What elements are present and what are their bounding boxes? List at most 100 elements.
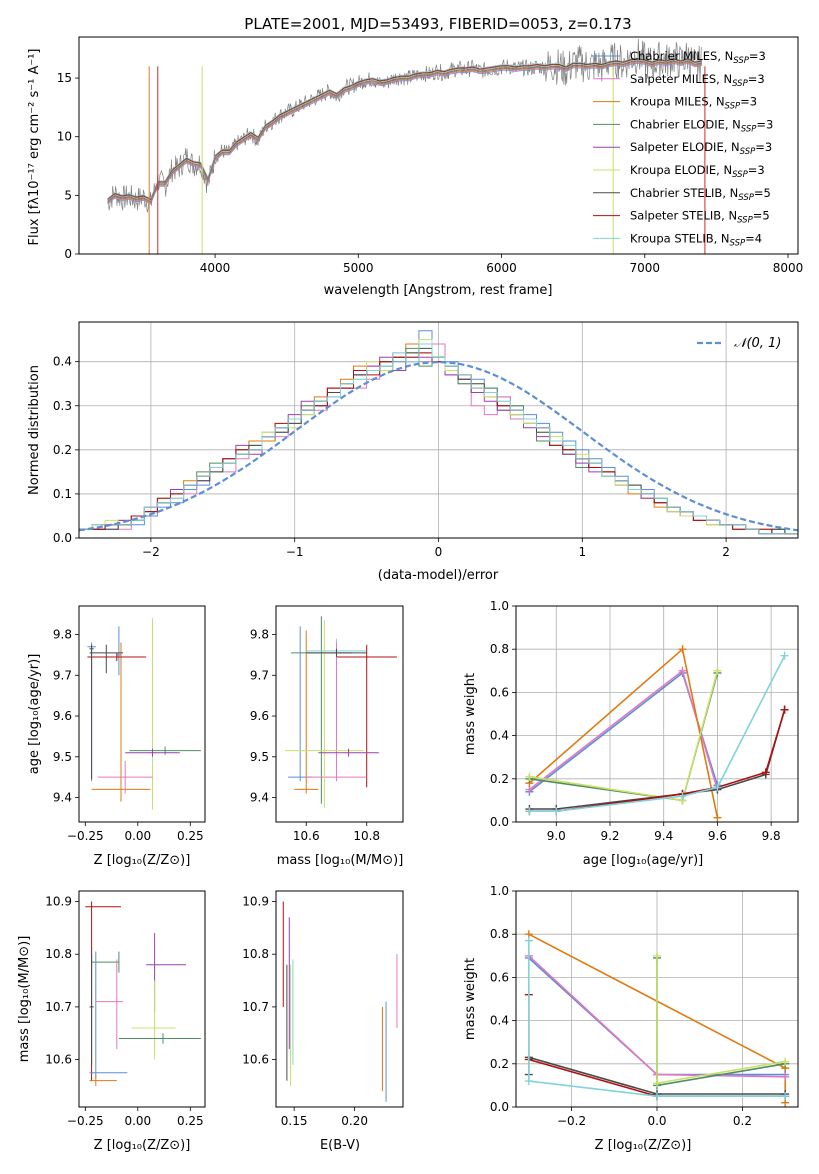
mass-age-ytick-label: 9.4 [250,791,269,805]
spectrum-ytick-label: 0 [64,247,72,261]
age-weight-series [525,645,789,822]
z-weight-ytick-label: 0.2 [490,1057,509,1071]
spectrum-ytick-label: 15 [57,71,72,85]
z-age-xtick-label: −0.25 [67,829,104,843]
residual-ytick-label: 0.4 [53,355,72,369]
residual-xtick-label: −1 [286,545,304,559]
weight-line [529,655,786,812]
age-weight-xtick-label: 9.6 [708,829,727,843]
spectrum-panel: PLATE=2001, MJD=53493, FIBERID=0053, z=0… [27,15,803,298]
legend-label: Kroupa ELODIE, NSSP=3 [630,163,765,180]
age-weight-xtick-label: 9.2 [600,829,619,843]
mass-age-ytick-label: 9.6 [250,709,269,723]
residual-plot-area: −2 −1 0 1 2 0.0 0.1 0.2 0.3 0.4 [53,321,799,559]
age-weight-ytick-label: 1.0 [490,599,509,613]
residual-histogram [79,343,798,535]
z-mass-ylabel: mass [log₁₀(M/M⊙)] [17,936,32,1063]
z-age-panel: −0.25 0.00 0.25 9.4 9.5 9.6 9.7 9.8 Z [log₁₀(Z/… [27,605,206,868]
z-weight-plot-area: −0.2 0.0 0.2 0.0 0.2 0.4 0.6 0.8 1.0 [490,884,799,1128]
z-weight-ytick-label: 0.0 [490,1100,509,1114]
weight-marker [524,936,533,945]
z-weight-series [524,930,790,1107]
z-mass-ytick-label: 10.6 [45,1053,72,1067]
z-mass-plot-area: −0.25 0.00 0.25 10.6 10.7 10.8 10.9 [45,890,206,1128]
spectrum-plot-area: 4000 5000 6000 7000 8000 0 5 10 15 [57,36,803,275]
ebv-mass-ytick-label: 10.9 [242,895,269,909]
age-weight-ytick-label: 0.4 [490,729,509,743]
spectrum-curves [107,38,706,254]
normal-legend-label: 𝒩(0, 1) [734,336,781,351]
z-age-points [87,618,201,810]
residual-ytick-label: 0.2 [53,443,72,457]
weight-marker [678,792,687,801]
residual-panel: −2 −1 0 1 2 0.0 0.1 0.2 0.3 0.4 (data-model)/erro… [27,321,799,583]
z-weight-ytick-label: 1.0 [490,884,509,898]
z-age-xlabel: Z [log₁₀(Z/Z⊙)] [94,853,191,868]
residual-xtick-label: 0 [435,545,443,559]
residual-ytick-label: 0.1 [53,487,72,501]
z-mass-panel: −0.25 0.00 0.25 10.6 10.7 10.8 10.9 Z [log₁₀(Z… [17,890,206,1153]
weight-marker [780,705,789,714]
spectrum-xtick-label: 4000 [200,261,231,275]
z-mass-ytick-label: 10.7 [45,1000,72,1014]
age-weight-plot-area: 9.0 9.2 9.4 9.6 9.8 0.0 0.2 0.4 0.6 0.8 1.0 [490,599,799,843]
z-mass-ytick-label: 10.8 [45,947,72,961]
z-age-ylabel: age [log₁₀(age/yr)] [27,654,42,775]
legend-label: Salpeter MILES, NSSP=3 [630,72,765,89]
residual-xtick-label: 1 [578,545,586,559]
z-mass-xtick-label: 0.25 [177,1114,204,1128]
age-weight-ytick-label: 0.6 [490,685,509,699]
spectrum-ylabel: Flux [fλ10⁻¹⁷ erg cm⁻² s⁻¹ A⁻¹] [27,49,42,246]
age-weight-xtick-label: 9.4 [654,829,673,843]
ebv-mass-plot-area: 0.15 0.20 10.6 10.7 10.8 10.9 [242,890,404,1128]
residual-ytick-label: 0.0 [53,531,72,545]
z-weight-ytick-label: 0.4 [490,1014,509,1028]
spectrum-xtick-label: 6000 [486,261,517,275]
z-mass-xtick-label: 0.00 [124,1114,151,1128]
weight-marker [713,666,722,675]
z-weight-ytick-label: 0.8 [490,927,509,941]
age-weight-xtick-label: 9.0 [547,829,566,843]
ebv-mass-ytick-label: 10.8 [242,947,269,961]
weight-marker [713,783,722,792]
weight-marker [678,645,687,654]
spectrum-ytick-label: 10 [57,130,72,144]
weight-marker [653,951,661,960]
legend-label: Salpeter ELODIE, NSSP=3 [630,140,772,157]
mass-age-xtick-label: 10.6 [293,829,320,843]
weight-marker [678,666,687,675]
mass-age-ytick-label: 9.8 [250,628,269,642]
ebv-mass-ytick-label: 10.7 [242,1000,269,1014]
spectrum-legend: Chabrier MILES, NSSP=3 Salpeter MILES, NS… [593,49,773,248]
z-weight-ylabel: mass weight [463,958,478,1040]
mass-age-points [285,616,397,808]
z-mass-ytick-label: 10.9 [45,895,72,909]
weight-marker [552,807,561,816]
z-weight-xtick-label: 0.2 [733,1114,752,1128]
z-age-plot-area: −0.25 0.00 0.25 9.4 9.5 9.6 9.7 9.8 [53,605,206,843]
legend-label: Kroupa MILES, NSSP=3 [630,95,757,112]
ebv-mass-xtick-label: 0.20 [341,1114,368,1128]
weight-marker [713,813,722,822]
residual-ytick-label: 0.3 [53,399,72,413]
weight-line [528,940,786,1097]
ebv-mass-panel: 0.15 0.20 10.6 10.7 10.8 10.9 E(B-V) [242,890,404,1153]
age-weight-ytick-label: 0.8 [490,642,509,656]
spectrum-ytick-label: 5 [64,188,72,202]
mass-age-panel: 10.6 10.8 9.4 9.5 9.6 9.7 9.8 mass [log₁₀(M/M⊙… [250,605,404,868]
z-weight-xlabel: Z [log₁₀(Z/Z⊙)] [595,1138,692,1153]
z-weight-xtick-label: −0.2 [557,1114,586,1128]
residual-xtick-label: 2 [722,545,730,559]
mass-age-ytick-label: 9.5 [250,750,269,764]
legend-label: Chabrier STELIB, NSSP=5 [630,186,771,203]
age-weight-ytick-label: 0.2 [490,772,509,786]
weight-marker [653,1092,661,1101]
spectrum-xlabel: wavelength [Angstrom, rest frame] [324,283,553,298]
age-weight-xlabel: age [log₁₀(age/yr)] [583,853,704,868]
z-age-ytick-label: 9.5 [53,750,72,764]
age-weight-frame [515,605,799,823]
legend-label: Chabrier ELODIE, NSSP=3 [630,117,773,134]
weight-marker [653,1079,661,1088]
age-weight-panel: 9.0 9.2 9.4 9.6 9.8 0.0 0.2 0.4 0.6 0.8 1.0 age [l… [463,599,799,868]
